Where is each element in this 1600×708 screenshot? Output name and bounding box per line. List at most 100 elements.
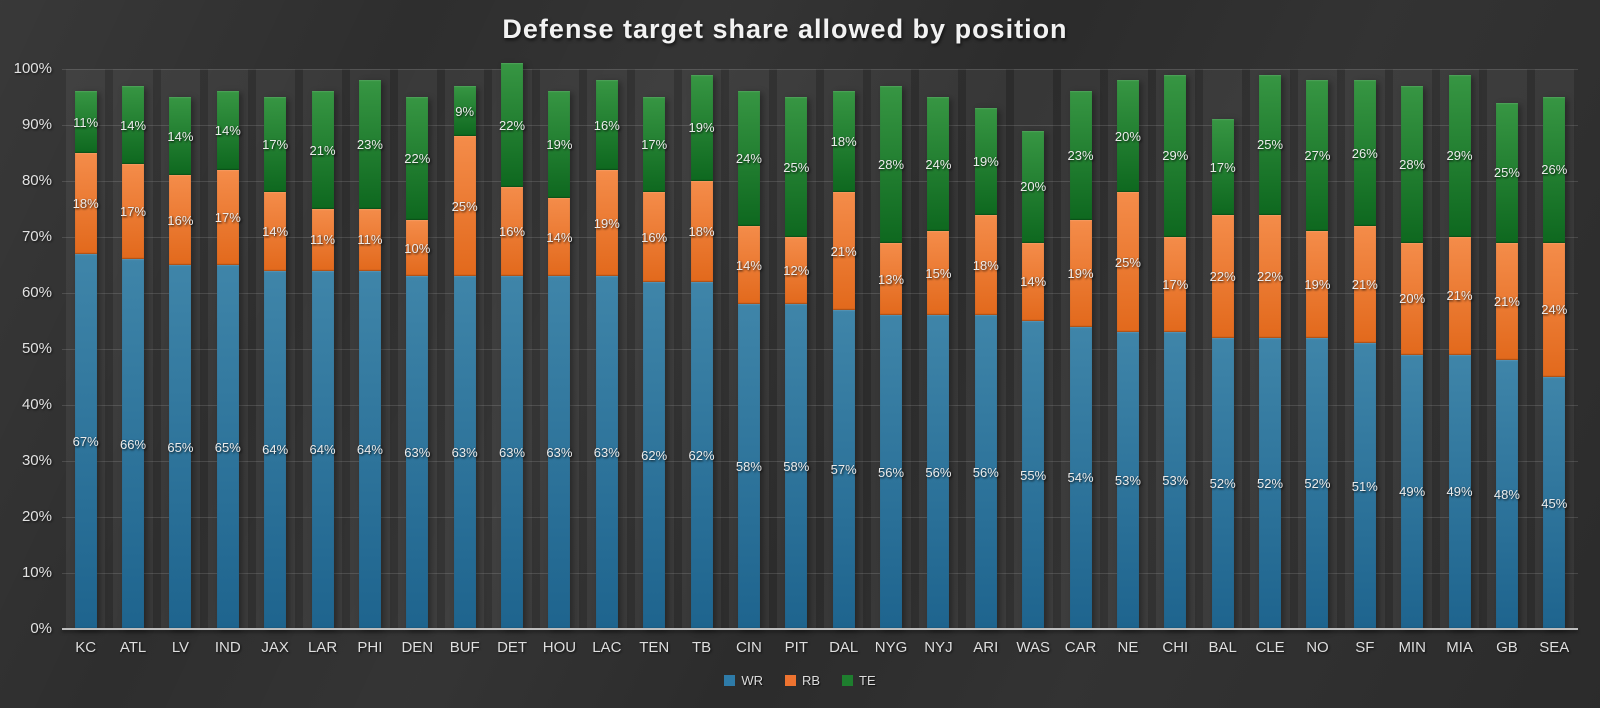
- bar-segment-wr-KC: 67%: [72, 253, 99, 629]
- x-tick-label-LAC: LAC: [592, 639, 622, 656]
- data-label-wr-ATL: 66%: [120, 436, 147, 452]
- x-tick-label-MIN: MIN: [1398, 639, 1426, 656]
- data-label-wr-SF: 51%: [1351, 478, 1378, 494]
- bar-segment-wr-PHI: 64%: [356, 270, 383, 629]
- bar-segment-wr-LV: 65%: [167, 265, 193, 629]
- bar-segment-te-CHI: 29%: [1162, 74, 1188, 238]
- data-label-te-GB: 25%: [1493, 165, 1520, 181]
- data-label-rb-NE: 25%: [1114, 254, 1141, 270]
- plot-area: 67% 18% 11% 66% 17% 14% 65% 16% 14% 65% 17% 14% 64% 1…: [62, 63, 1578, 629]
- data-label-wr-CIN: 58%: [735, 459, 762, 475]
- bar-segment-rb-DET: 16%: [499, 186, 525, 277]
- legend-item-te: TE: [842, 673, 876, 688]
- legend-label-rb: RB: [801, 673, 821, 688]
- x-tick-label-LV: LV: [171, 639, 190, 656]
- gridline: [62, 461, 1578, 462]
- bar-segment-te-TB: 19%: [689, 74, 715, 182]
- bar-SF: 51% 21% 26%: [1351, 80, 1378, 629]
- bar-segment-te-GB: 25%: [1493, 102, 1520, 243]
- bar-segment-wr-IND: 65%: [214, 265, 241, 629]
- legend-item-rb: RB: [784, 673, 821, 688]
- bar-segment-rb-GB: 21%: [1494, 242, 1520, 361]
- bar-segment-te-DET: 22%: [499, 63, 525, 187]
- x-tick-label-BUF: BUF: [449, 639, 480, 656]
- bar-segment-rb-KC: 18%: [73, 153, 99, 254]
- data-label-wr-MIN: 49%: [1399, 484, 1426, 500]
- legend-swatch-wr: [724, 675, 736, 686]
- data-label-te-MIN: 28%: [1399, 156, 1426, 172]
- data-label-te-DAL: 18%: [830, 134, 857, 150]
- data-label-rb-CLE: 22%: [1257, 268, 1284, 284]
- bar-segment-rb-NYG: 13%: [878, 242, 905, 316]
- gridline: [62, 181, 1578, 182]
- bar-segment-wr-SF: 51%: [1351, 343, 1378, 629]
- legend-label-te: TE: [859, 673, 876, 688]
- data-label-rb-ATL: 17%: [120, 204, 147, 220]
- bar-segment-rb-PIT: 12%: [783, 237, 810, 305]
- bar-segment-te-DAL: 18%: [830, 91, 857, 193]
- x-tick-label-ATL: ATL: [119, 639, 147, 656]
- y-tick-label: 90%: [21, 116, 52, 133]
- bar-NE: 53% 25% 20%: [1114, 80, 1141, 629]
- bar-segment-te-BUF: 9%: [453, 85, 476, 137]
- bar-segment-te-LAC: 16%: [594, 80, 620, 170]
- data-label-rb-PIT: 12%: [783, 263, 810, 279]
- legend-label-wr: WR: [741, 673, 763, 688]
- bar-SEA: 45% 24% 26%: [1541, 97, 1568, 629]
- data-label-wr-CHI: 53%: [1162, 473, 1189, 489]
- bar-segment-rb-BUF: 25%: [452, 136, 478, 277]
- gridline: [62, 405, 1578, 406]
- data-label-rb-PHI: 11%: [357, 232, 383, 248]
- bar-segment-wr-BUF: 63%: [452, 276, 478, 629]
- x-tick-label-HOU: HOU: [542, 639, 577, 656]
- gridline: [62, 517, 1578, 518]
- bar-segment-rb-NE: 25%: [1114, 192, 1141, 333]
- bar-segment-te-WAS: 20%: [1020, 130, 1047, 243]
- bar-segment-te-CAR: 23%: [1068, 91, 1094, 221]
- bar-segment-wr-HOU: 63%: [546, 276, 572, 629]
- x-tick-label-CHI: CHI: [1162, 639, 1189, 656]
- data-label-rb-NYG: 13%: [878, 271, 905, 287]
- bar-segment-rb-ATL: 17%: [120, 164, 147, 260]
- data-label-te-WAS: 20%: [1020, 179, 1047, 195]
- gridline: [62, 237, 1578, 238]
- x-tick-label-MIA: MIA: [1446, 639, 1473, 656]
- bar-segment-wr-SEA: 45%: [1541, 377, 1567, 629]
- bar-segment-wr-CAR: 54%: [1068, 326, 1094, 629]
- bar-segment-rb-JAX: 14%: [262, 192, 288, 271]
- bar-segment-wr-MIN: 49%: [1399, 354, 1426, 629]
- bar-segment-wr-DET: 63%: [499, 276, 525, 629]
- y-tick-label: 20%: [21, 508, 52, 525]
- bar-HOU: 63% 14% 19%: [546, 91, 572, 629]
- bar-segment-wr-TEN: 62%: [641, 281, 667, 629]
- bar-segment-wr-TB: 62%: [689, 281, 715, 629]
- bar-segment-te-BAL: 17%: [1210, 119, 1236, 215]
- data-label-rb-LAR: 11%: [310, 232, 336, 248]
- bar-segment-rb-IND: 17%: [215, 169, 241, 265]
- data-label-wr-NE: 53%: [1114, 473, 1141, 489]
- x-tick-label-NE: NE: [1117, 639, 1139, 656]
- data-label-te-NYJ: 24%: [925, 156, 952, 172]
- data-label-te-CLE: 25%: [1257, 137, 1284, 153]
- data-label-te-DEN: 22%: [404, 151, 431, 167]
- bar-NYG: 56% 13% 28%: [878, 85, 905, 629]
- bar-segment-te-HOU: 19%: [546, 91, 572, 198]
- data-label-te-PIT: 25%: [783, 159, 810, 175]
- bar-ARI: 56% 18% 19%: [973, 108, 999, 629]
- data-label-wr-PHI: 64%: [356, 442, 383, 458]
- bar-CIN: 58% 14% 24%: [735, 91, 762, 629]
- data-label-te-PHI: 23%: [356, 137, 383, 153]
- data-label-rb-SEA: 24%: [1541, 302, 1568, 318]
- y-tick-label: 50%: [21, 340, 52, 357]
- data-label-rb-MIA: 21%: [1446, 288, 1473, 304]
- data-label-wr-KC: 67%: [72, 433, 99, 449]
- data-label-wr-IND: 65%: [214, 439, 241, 455]
- x-tick-label-ARI: ARI: [973, 639, 999, 656]
- data-label-wr-PIT: 58%: [783, 459, 810, 475]
- data-label-te-JAX: 17%: [262, 137, 289, 153]
- bar-NYJ: 56% 15% 24%: [925, 97, 952, 629]
- bar-segment-wr-DEN: 63%: [404, 276, 430, 629]
- bar-CHI: 53% 17% 29%: [1162, 74, 1189, 629]
- data-label-rb-CHI: 17%: [1162, 277, 1189, 293]
- bar-segment-rb-SF: 21%: [1352, 225, 1378, 344]
